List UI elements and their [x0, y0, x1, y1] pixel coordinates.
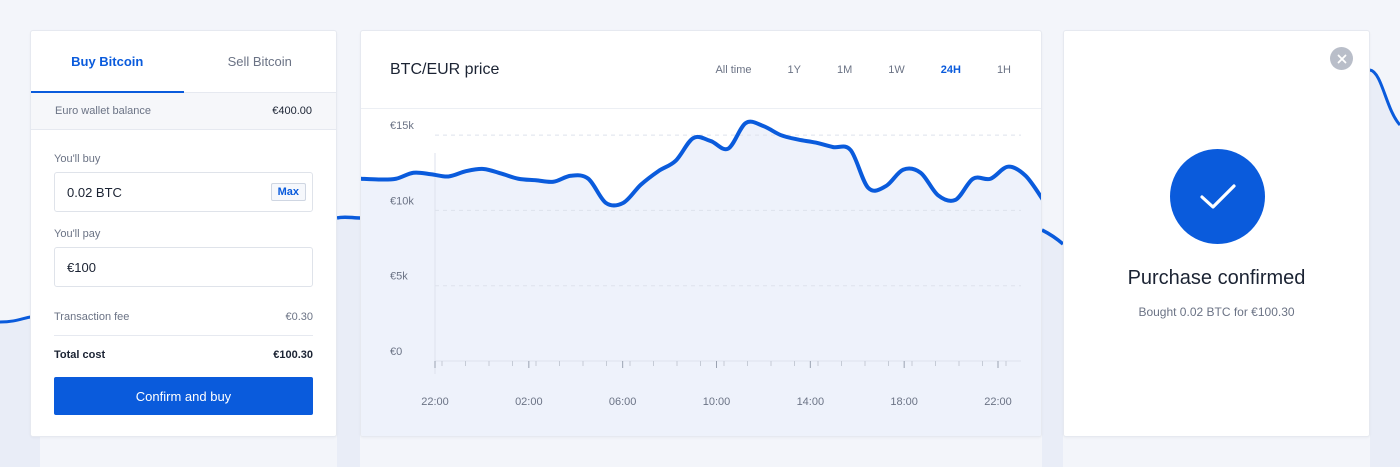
buy-form: You'll buy 0.02 BTC Max You'll pay €100 …	[31, 153, 336, 415]
x-tick-label: 14:00	[797, 396, 825, 408]
buy-sell-tabs: Buy Bitcoin Sell Bitcoin	[31, 31, 336, 93]
y-tick-label: €15k	[390, 120, 414, 132]
price-chart: €0 €5k €10k €15k 22:00 02:00 06:00 10:00 14:00 18…	[361, 119, 1041, 436]
close-icon	[1337, 54, 1346, 63]
time-range-tabs: All time 1Y 1M 1W 24H 1H	[715, 64, 1011, 76]
x-tick-label: 22:00	[984, 396, 1012, 408]
tab-sell-bitcoin[interactable]: Sell Bitcoin	[227, 54, 292, 69]
y-tick-label: €5k	[390, 271, 408, 283]
success-badge	[1170, 149, 1265, 244]
price-chart-panel: BTC/EUR price All time 1Y 1M 1W 24H 1H €…	[360, 30, 1042, 437]
confirm-and-buy-button[interactable]: Confirm and buy	[54, 377, 313, 415]
x-tick-label: 18:00	[890, 396, 918, 408]
y-tick-label: €0	[390, 346, 402, 358]
buy-amount-input[interactable]: 0.02 BTC Max	[54, 172, 313, 212]
max-button[interactable]: Max	[270, 183, 306, 201]
wallet-balance-row: Euro wallet balance €400.00	[31, 93, 336, 130]
price-line	[361, 119, 1041, 208]
pay-amount-input[interactable]: €100	[54, 247, 313, 287]
range-tab-all-time[interactable]: All time	[715, 63, 752, 76]
tab-buy-bitcoin[interactable]: Buy Bitcoin	[31, 31, 184, 93]
wallet-balance-value: €400.00	[272, 105, 312, 117]
x-tick-label: 22:00	[421, 396, 449, 408]
total-cost-label: Total cost	[54, 349, 106, 361]
chart-header: BTC/EUR price All time 1Y 1M 1W 24H 1H	[361, 31, 1041, 109]
range-tab-1h[interactable]: 1H	[996, 63, 1011, 76]
pay-amount-value: €100	[67, 259, 96, 275]
transaction-fee-row: Transaction fee €0.30	[54, 298, 313, 336]
confirmation-subtitle: Bought 0.02 BTC for €100.30	[1138, 305, 1295, 319]
range-tab-1y[interactable]: 1Y	[787, 63, 801, 76]
x-tick-label: 06:00	[609, 396, 637, 408]
range-tab-1m[interactable]: 1M	[836, 63, 853, 76]
buy-amount-label: You'll buy	[54, 153, 101, 165]
checkmark-icon	[1199, 183, 1236, 209]
range-tab-24h[interactable]: 24H	[940, 63, 961, 76]
purchase-confirmation-panel: Purchase confirmed Bought 0.02 BTC for €…	[1063, 30, 1370, 437]
y-tick-label: €10k	[390, 195, 414, 207]
buy-panel: Buy Bitcoin Sell Bitcoin Euro wallet bal…	[30, 30, 337, 437]
x-tick-label: 02:00	[515, 396, 543, 408]
transaction-fee-value: €0.30	[285, 310, 313, 323]
wallet-balance-label: Euro wallet balance	[55, 105, 152, 117]
pay-amount-label: You'll pay	[54, 228, 101, 240]
chart-title: BTC/EUR price	[390, 60, 500, 78]
x-tick-label: 10:00	[703, 396, 731, 408]
total-cost-value: €100.30	[273, 349, 313, 361]
close-button[interactable]	[1330, 47, 1353, 70]
confirmation-title: Purchase confirmed	[1127, 267, 1306, 289]
buy-amount-value: 0.02 BTC	[67, 184, 122, 200]
price-area	[361, 121, 1041, 436]
range-tab-1w[interactable]: 1W	[888, 63, 905, 76]
transaction-fee-label: Transaction fee	[54, 310, 130, 323]
total-cost-row: Total cost €100.30	[54, 336, 313, 374]
